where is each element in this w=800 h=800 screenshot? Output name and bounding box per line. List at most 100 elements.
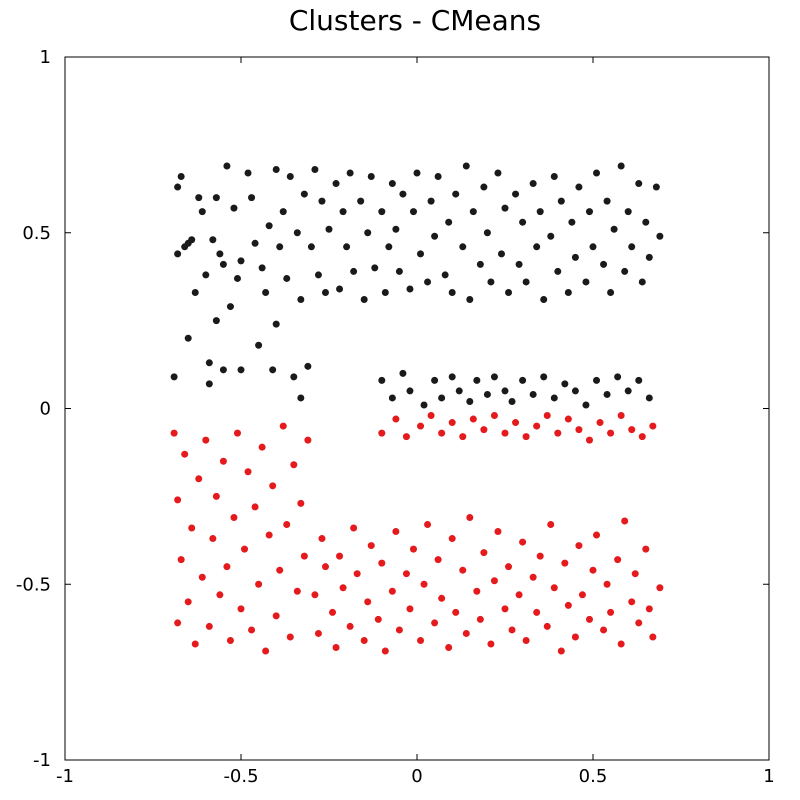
data-point-red [617, 640, 625, 648]
data-point-dark [300, 190, 308, 198]
data-point-dark [557, 197, 565, 205]
data-point-red [480, 549, 488, 557]
data-point-red [522, 433, 530, 441]
data-point-red [279, 422, 287, 430]
data-point-red [585, 436, 593, 444]
data-point-red [543, 412, 551, 420]
data-point-red [642, 545, 650, 553]
data-point-dark [262, 289, 270, 297]
data-point-red [480, 426, 488, 434]
data-point-dark [540, 373, 548, 381]
data-point-red [508, 626, 516, 634]
data-point-dark [550, 394, 558, 402]
data-point-red [262, 647, 270, 655]
data-point-dark [508, 397, 516, 405]
data-point-dark [635, 180, 643, 188]
data-point-red [311, 591, 319, 599]
data-point-red [431, 619, 439, 627]
data-point-red [346, 622, 354, 630]
data-point-red [445, 644, 453, 652]
data-point-dark [195, 194, 203, 202]
y-axis: -1 -0.5 0 0.5 1 [16, 47, 769, 771]
y-tick-label: 0 [40, 399, 51, 420]
y-tick-label: 0.5 [22, 223, 51, 244]
data-point-dark [269, 366, 277, 374]
data-point-dark [635, 376, 643, 384]
data-point-red [286, 633, 294, 641]
data-point-dark [473, 376, 481, 384]
data-point-red [314, 629, 322, 637]
data-point-red [258, 443, 266, 451]
data-point-dark [593, 376, 601, 384]
data-point-red [564, 601, 572, 609]
data-point-red [448, 419, 456, 427]
data-point-red [554, 429, 562, 437]
data-point-dark [494, 169, 502, 177]
data-point-red [388, 587, 396, 595]
data-point-dark [272, 320, 280, 328]
data-point-dark [501, 204, 509, 212]
data-point-red [607, 608, 615, 616]
data-point-dark [480, 183, 488, 191]
data-point-dark [448, 373, 456, 381]
data-point-dark [321, 289, 329, 297]
data-point-red [241, 545, 249, 553]
data-point-red [585, 615, 593, 623]
data-point-dark [624, 208, 632, 216]
data-point-red [462, 629, 470, 637]
data-point-dark [645, 253, 653, 261]
data-point-dark [642, 218, 650, 226]
data-point-dark [575, 183, 583, 191]
data-point-red [638, 433, 646, 441]
data-point-red [350, 524, 358, 532]
data-point-dark [522, 278, 530, 286]
data-point-red [452, 608, 460, 616]
data-point-red [290, 461, 298, 469]
data-point-dark [459, 243, 467, 251]
data-point-red [533, 422, 541, 430]
data-point-red [417, 636, 425, 644]
data-point-dark [420, 401, 428, 409]
data-point-red [374, 615, 382, 623]
data-point-red [575, 542, 583, 550]
data-point-dark [582, 401, 590, 409]
data-point-dark [343, 243, 351, 251]
data-point-red [209, 535, 217, 543]
data-point-dark [219, 260, 227, 268]
data-point-dark [357, 197, 365, 205]
data-point-dark [529, 180, 537, 188]
data-point-red [226, 636, 234, 644]
data-point-red [392, 415, 400, 423]
data-point-dark [174, 250, 182, 258]
data-point-dark [219, 366, 227, 374]
data-point-dark [233, 274, 241, 282]
data-point-dark [490, 373, 498, 381]
data-point-dark [438, 394, 446, 402]
data-point-red [202, 436, 210, 444]
data-point-dark [388, 180, 396, 188]
data-point-red [515, 591, 523, 599]
data-point-red [628, 598, 636, 606]
data-point-dark [212, 317, 220, 325]
data-point-red [438, 429, 446, 437]
data-point-dark [536, 208, 544, 216]
data-point-dark [571, 253, 579, 261]
data-point-red [360, 636, 368, 644]
data-point-red [318, 535, 326, 543]
data-point-dark [244, 169, 252, 177]
data-point-dark [212, 194, 220, 202]
data-point-dark [455, 387, 463, 395]
data-point-red [536, 552, 544, 560]
data-point-dark [607, 289, 615, 297]
data-point-red [409, 545, 417, 553]
x-tick-label: -1 [56, 766, 74, 787]
data-point-red [293, 587, 301, 595]
data-point-red [188, 524, 196, 532]
data-point-dark [462, 162, 470, 170]
data-point-dark [603, 390, 611, 398]
data-point-dark [585, 208, 593, 216]
data-point-dark [431, 376, 439, 384]
data-point-red [195, 475, 203, 483]
data-point-red [490, 412, 498, 420]
data-point-red [339, 584, 347, 592]
